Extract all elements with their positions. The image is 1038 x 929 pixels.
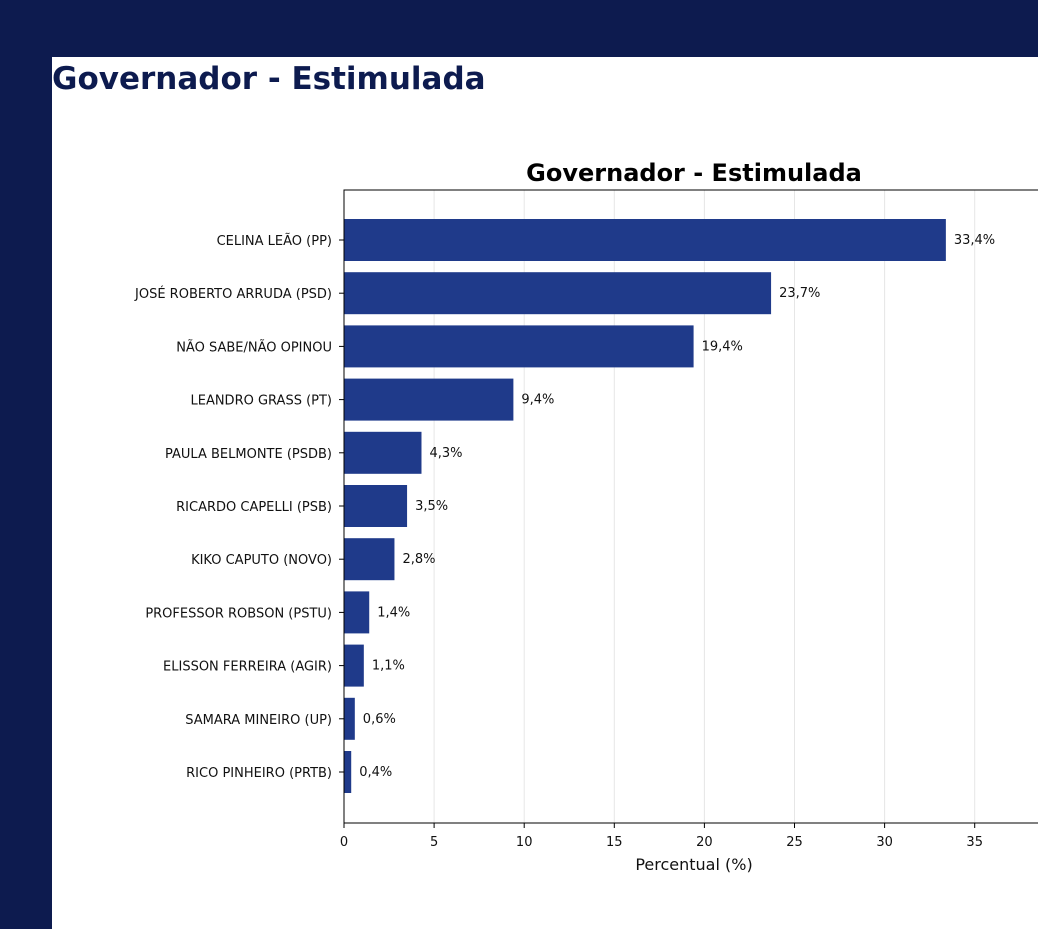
bar <box>344 644 364 687</box>
category-label: ELISSON FERREIRA (AGIR) <box>163 660 332 675</box>
bar-chart: Governador - Estimulada CELINA LEÃO (PP)… <box>134 159 1038 874</box>
value-label: 23,7% <box>779 286 820 301</box>
category-label: CELINA LEÃO (PP) <box>217 233 332 249</box>
bar <box>344 697 355 740</box>
bars-group <box>344 219 946 793</box>
content-panel: Governador - Estimulada Governador - Est… <box>52 57 1038 929</box>
bar <box>344 591 370 634</box>
category-label: JOSÉ ROBERTO ARRUDA (PSD) <box>134 286 332 302</box>
value-label: 3,5% <box>415 499 448 514</box>
bar <box>344 272 772 315</box>
bar <box>344 219 946 261</box>
x-tick-label: 35 <box>966 835 983 850</box>
x-tick-label: 30 <box>876 835 893 850</box>
value-label: 33,4% <box>954 233 995 248</box>
bar <box>344 431 422 474</box>
plot-frame <box>343 189 1038 824</box>
bar <box>344 485 408 527</box>
bar <box>344 378 514 421</box>
value-label: 4,3% <box>429 446 462 461</box>
category-label: RICO PINHEIRO (PRTB) <box>186 766 332 781</box>
category-label: SAMARA MINEIRO (UP) <box>185 713 332 728</box>
x-tick-label: 0 <box>340 835 348 850</box>
page-title: Governador - Estimulada <box>52 61 486 97</box>
value-label: 19,4% <box>702 339 743 354</box>
value-label: 1,1% <box>372 659 405 674</box>
category-label: NÃO SABE/NÃO OPINOU <box>176 339 332 355</box>
x-tick-label: 25 <box>786 835 803 850</box>
x-tick-label: 15 <box>606 835 623 850</box>
value-label: 9,4% <box>521 393 554 408</box>
bar <box>344 538 395 581</box>
x-axis-title: Percentual (%) <box>635 855 752 874</box>
value-label: 2,8% <box>402 552 435 567</box>
category-labels: CELINA LEÃO (PP) JOSÉ ROBERTO ARRUDA (PSD… <box>134 233 344 781</box>
x-tick-label: 20 <box>696 835 713 850</box>
value-label: 1,4% <box>377 605 410 620</box>
value-label: 0,4% <box>359 765 392 780</box>
bar <box>344 325 694 368</box>
value-label: 0,6% <box>363 712 396 727</box>
value-labels: 33,4% 23,7% 19,4% 9,4% 4,3% 3,5% 2,8% 1,4% 1,1% 0… <box>359 233 995 780</box>
category-label: PAULA BELMONTE (PSDB) <box>165 447 332 462</box>
x-axis-ticks: 0 5 10 15 20 25 30 35 <box>340 823 983 850</box>
chart-title: Governador - Estimulada <box>526 159 862 187</box>
category-label: LEANDRO GRASS (PT) <box>190 394 332 409</box>
bar <box>344 751 352 793</box>
x-tick-label: 5 <box>430 835 438 850</box>
category-label: PROFESSOR ROBSON (PSTU) <box>145 606 332 621</box>
x-tick-label: 10 <box>516 835 533 850</box>
category-label: RICARDO CAPELLI (PSB) <box>176 500 332 515</box>
category-label: KIKO CAPUTO (NOVO) <box>191 553 332 568</box>
